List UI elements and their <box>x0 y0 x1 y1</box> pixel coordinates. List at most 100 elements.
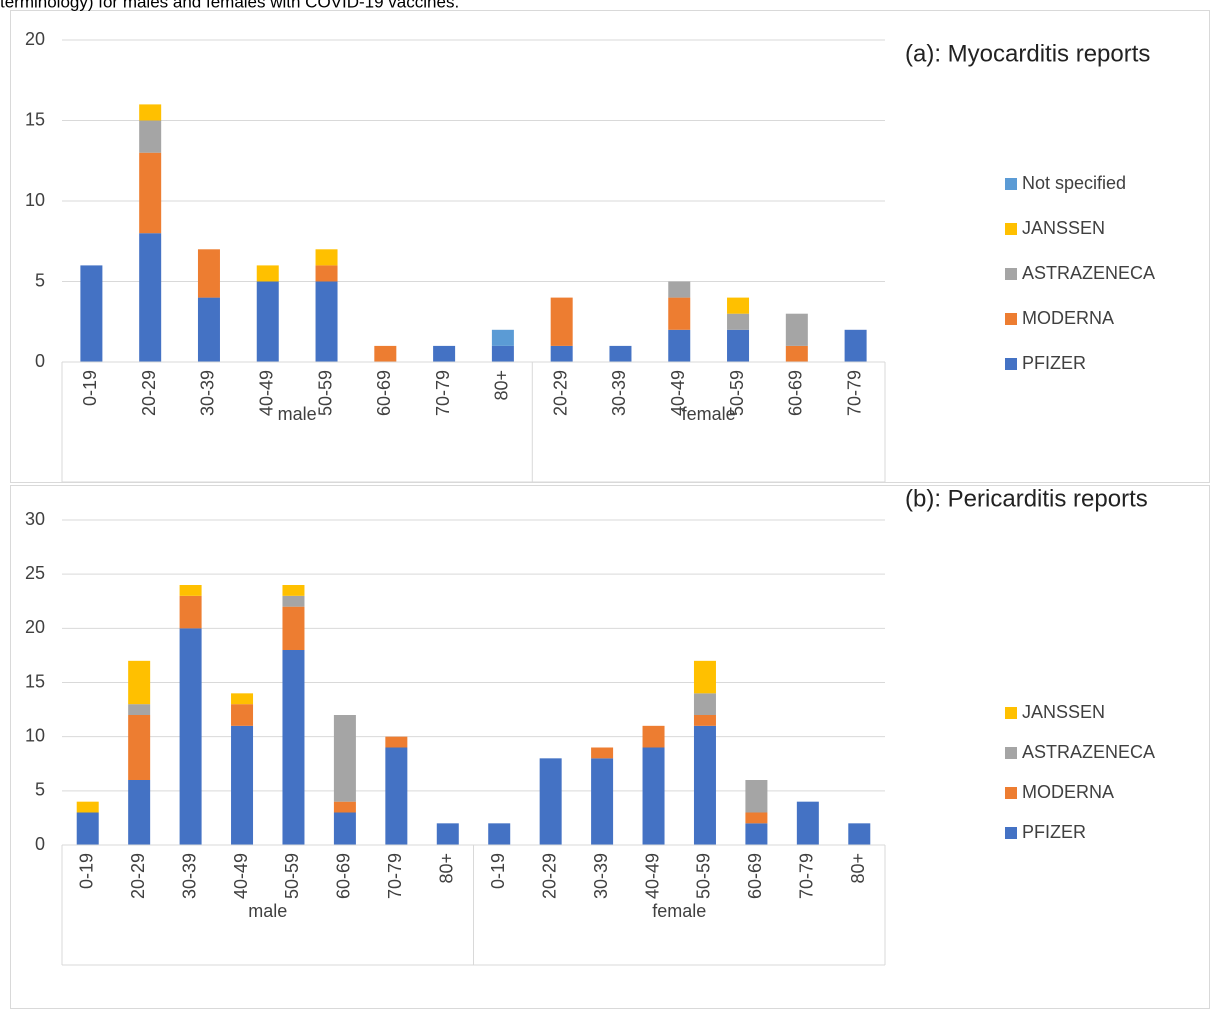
y-tick-label: 10 <box>25 190 45 210</box>
bar-segment <box>179 628 202 845</box>
x-tick-label: 30-39 <box>609 370 629 416</box>
legend-swatch <box>1005 178 1017 190</box>
bar-segment <box>848 823 871 845</box>
x-tick-label: 0-19 <box>488 853 508 889</box>
y-tick-label: 5 <box>35 780 45 800</box>
bar-segment <box>128 780 151 845</box>
legend-swatch <box>1005 268 1017 280</box>
bar-segment <box>727 313 750 330</box>
legend-swatch <box>1005 358 1017 370</box>
legend-label: MODERNA <box>1022 782 1114 802</box>
y-tick-label: 5 <box>35 270 45 290</box>
bar-segment <box>693 715 716 726</box>
legend-label: ASTRAZENECA <box>1022 742 1155 762</box>
x-tick-label: 50-59 <box>282 853 302 899</box>
bar-segment <box>693 693 716 715</box>
bar-segment <box>668 281 691 298</box>
bar-segment <box>256 281 279 362</box>
bar-segment <box>491 345 514 362</box>
bar-segment <box>315 281 338 362</box>
bar-segment <box>231 693 254 705</box>
bar-segment <box>197 249 220 298</box>
bar-segment <box>128 660 151 705</box>
bar-segment <box>282 585 305 596</box>
x-tick-label: 80+ <box>848 853 868 884</box>
legend-swatch <box>1005 223 1017 235</box>
bar-segment <box>315 265 338 282</box>
bar-segment <box>80 265 103 362</box>
y-tick-label: 20 <box>25 29 45 49</box>
bar-segment <box>727 297 750 314</box>
x-tick-label: 50-59 <box>727 370 747 416</box>
y-tick-label: 0 <box>35 834 45 854</box>
x-tick-label: 80+ <box>437 853 457 884</box>
legend-label: PFIZER <box>1022 822 1086 842</box>
bar-segment <box>642 725 665 748</box>
bar-segment <box>693 660 716 694</box>
bar-segment <box>315 249 338 266</box>
x-tick-label: 60-69 <box>334 853 354 899</box>
bar-segment <box>282 606 305 650</box>
legend-label: JANSSEN <box>1022 702 1105 722</box>
bar-segment <box>488 823 511 845</box>
x-tick-label: 40-49 <box>668 370 688 416</box>
bar-segment <box>128 704 151 715</box>
x-tick-label: 70-79 <box>385 853 405 899</box>
annotation: (b): Pericarditis reports <box>905 485 1148 512</box>
bar-segment <box>76 801 99 813</box>
x-tick-label: 40-49 <box>231 853 251 899</box>
legend-label: PFIZER <box>1022 353 1086 373</box>
bar-segment <box>282 650 305 845</box>
bar-segment <box>282 595 305 607</box>
bar-segment <box>745 812 768 824</box>
bar-segment <box>745 823 768 845</box>
x-tick-label: 60-69 <box>374 370 394 416</box>
y-tick-label: 15 <box>25 109 45 129</box>
y-tick-label: 30 <box>25 509 45 529</box>
bar-segment <box>550 345 573 362</box>
legend-label: ASTRAZENECA <box>1022 263 1155 283</box>
bar-segment <box>385 736 408 748</box>
bar-segment <box>796 801 819 845</box>
bar-segment <box>436 823 459 845</box>
bar-segment <box>333 801 356 813</box>
bar-segment <box>179 595 202 629</box>
bar-segment <box>591 758 614 845</box>
bar-segment <box>374 345 397 362</box>
x-tick-label: 20-29 <box>539 853 559 899</box>
bar-segment <box>433 345 456 362</box>
bar-segment <box>642 747 665 845</box>
legend-label: MODERNA <box>1022 308 1114 328</box>
x-tick-label: 20-29 <box>139 370 159 416</box>
bar-segment <box>550 297 573 346</box>
x-tick-label: 50-59 <box>315 370 335 416</box>
legend-swatch <box>1005 787 1017 799</box>
x-tick-label: 70-79 <box>844 370 864 416</box>
group-label: female <box>682 404 736 424</box>
x-tick-label: 30-39 <box>179 853 199 899</box>
x-tick-label: 40-49 <box>257 370 277 416</box>
bar-segment <box>333 715 356 802</box>
group-label: male <box>278 404 317 424</box>
bar-segment <box>844 329 867 362</box>
x-tick-label: 0-19 <box>80 370 100 406</box>
bar-segment <box>785 345 808 362</box>
legend-label: Not specified <box>1022 173 1126 193</box>
bar-segment <box>139 120 162 153</box>
bar-segment <box>727 329 750 362</box>
legend-swatch <box>1005 747 1017 759</box>
x-tick-label: 60-69 <box>745 853 765 899</box>
bar-segment <box>668 329 691 362</box>
x-tick-label: 70-79 <box>797 853 817 899</box>
bar-segment <box>139 233 162 362</box>
bar-segment <box>231 725 254 845</box>
x-tick-label: 80+ <box>492 370 512 401</box>
bar-segment <box>179 585 202 596</box>
legend-label: JANSSEN <box>1022 218 1105 238</box>
legend-swatch <box>1005 313 1017 325</box>
bar-segment <box>139 104 162 121</box>
x-tick-label: 30-39 <box>591 853 611 899</box>
x-tick-label: 60-69 <box>786 370 806 416</box>
